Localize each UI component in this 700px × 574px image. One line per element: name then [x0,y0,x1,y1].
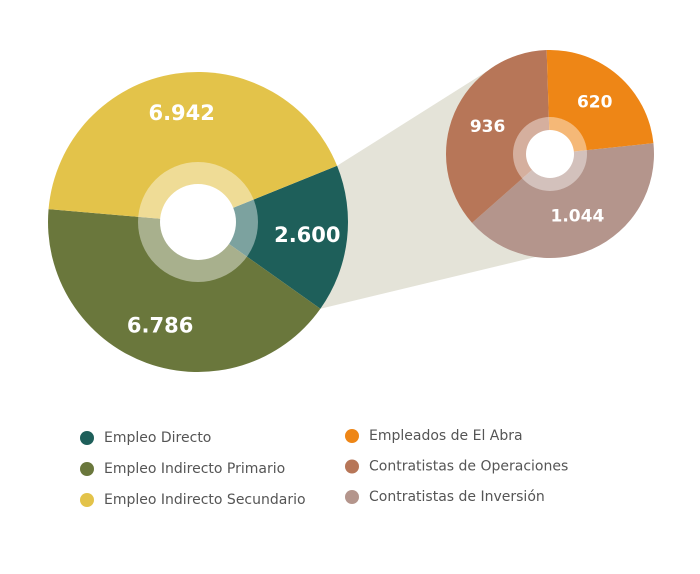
legend-swatch-empleados-de-el-abra [345,429,359,443]
slice-value-contratistas-de-operaciones: 936 [470,117,506,137]
legend-swatch-contratistas-de-operaciones [345,459,359,474]
slice-value-contratistas-de-inversion: 1.044 [551,206,605,226]
slice-contratistas-de-inversion [472,143,655,259]
slice-empleo-directo [198,165,348,309]
slice-value-empleo-indirecto-primario: 6.786 [127,313,193,337]
slice-empleo-indirecto-secundario [48,72,338,222]
legend-label-contratistas-de-inversion: Contratistas de Inversión [369,489,545,505]
slice-empleo-indirecto-primario [48,209,321,372]
legend-swatch-empleo-indirecto-secundario [80,493,94,507]
donut-hole [526,130,574,178]
legend-label-contratistas-de-operaciones: Contratistas de Operaciones [369,459,568,475]
legend-swatch-contratistas-de-inversion [345,490,359,504]
breakdown-donut: 1.044 936 620 [445,49,655,259]
main-donut: 2.600 6.786 6.942 [48,72,348,372]
legend-label-empleo-directo: Empleo Directo [104,430,211,446]
donut-hole [160,184,236,260]
legend-breakdown: Empleados de El Abra Contratistas de Oper… [345,428,568,505]
slice-value-empleados-de-el-abra: 620 [577,93,613,113]
legend-main: Empleo Directo Empleo Indirecto Primario E… [80,430,306,508]
legend-swatch-empleo-indirecto-primario [80,462,94,476]
slice-contratistas-de-operaciones [445,50,550,223]
legend-swatch-empleo-directo [80,431,94,445]
slice-value-empleo-directo: 2.600 [274,223,340,247]
legend-label-empleados-de-el-abra: Empleados de El Abra [369,428,523,444]
slice-empleados-de-el-abra [546,49,654,154]
slice-value-empleo-indirecto-secundario: 6.942 [148,101,214,125]
legend-label-empleo-indirecto-secundario: Empleo Indirecto Secundario [104,492,306,508]
legend-label-empleo-indirecto-primario: Empleo Indirecto Primario [104,461,285,477]
